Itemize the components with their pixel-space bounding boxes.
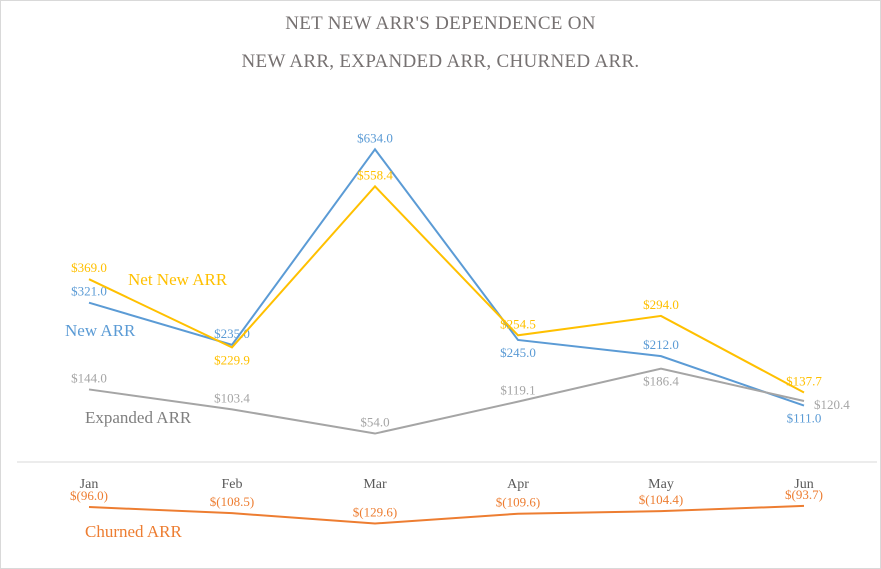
chart-title-line-2: NEW ARR, EXPANDED ARR, CHURNED ARR. xyxy=(241,51,640,72)
data-label: $(129.6) xyxy=(353,505,397,520)
data-label: $120.4 xyxy=(814,397,850,412)
data-label: $54.0 xyxy=(360,415,389,430)
series-label: Churned ARR xyxy=(85,522,182,541)
x-tick-label: Mar xyxy=(363,477,387,492)
chart-title-line-1: NET NEW ARR'S DEPENDENCE ON xyxy=(285,13,596,34)
series-label: Net New ARR xyxy=(128,270,228,289)
data-label: $(96.0) xyxy=(70,488,108,503)
data-label: $294.0 xyxy=(643,297,679,312)
data-label: $(104.4) xyxy=(639,492,683,507)
x-tick-label: Jan xyxy=(80,477,99,492)
series-line-expanded-arr xyxy=(88,367,805,435)
data-label: $369.0 xyxy=(71,260,107,275)
data-label: $(108.5) xyxy=(210,494,254,509)
data-label: $144.0 xyxy=(71,370,107,385)
data-label: $(109.6) xyxy=(496,495,540,510)
data-label: $254.5 xyxy=(500,316,536,331)
x-tick-label: May xyxy=(648,477,674,492)
series-line-net-new-arr xyxy=(88,184,805,394)
data-label: $245.0 xyxy=(500,345,536,360)
series-line-new-arr xyxy=(88,147,805,407)
series-label: Expanded ARR xyxy=(85,408,192,427)
data-label: $119.1 xyxy=(500,383,535,398)
series-label: New ARR xyxy=(65,321,136,340)
data-label: $111.0 xyxy=(787,411,822,426)
data-label: $634.0 xyxy=(357,130,393,145)
x-tick-label: Feb xyxy=(222,477,243,492)
x-tick-label: Jun xyxy=(794,477,813,492)
data-label: $558.4 xyxy=(357,167,393,182)
data-label: $103.4 xyxy=(214,390,250,405)
data-label: $229.9 xyxy=(214,352,250,367)
x-tick-label: Apr xyxy=(507,477,529,492)
data-label: $321.0 xyxy=(71,284,107,299)
data-label: $212.0 xyxy=(643,337,679,352)
series-line-churned-arr xyxy=(88,504,805,525)
data-label: $186.4 xyxy=(643,374,679,389)
data-label: $137.7 xyxy=(786,374,822,389)
data-label: $(93.7) xyxy=(785,487,823,502)
